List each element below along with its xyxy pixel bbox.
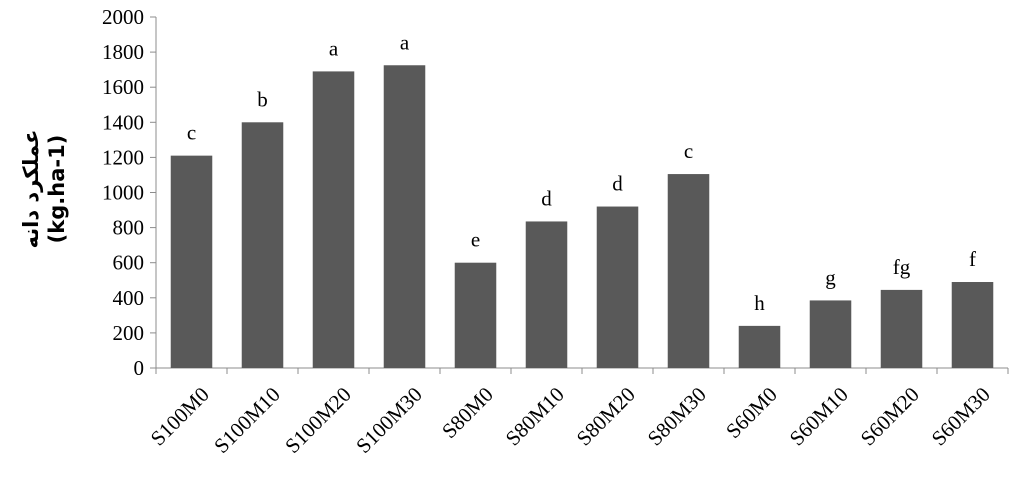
y-tick-label: 1200 bbox=[102, 145, 144, 169]
y-tick-label: 0 bbox=[134, 356, 145, 380]
significance-letter: h bbox=[754, 291, 765, 315]
bar bbox=[667, 174, 710, 368]
x-tick-label: S100M0 bbox=[146, 382, 214, 450]
axes bbox=[150, 16, 1009, 374]
bar bbox=[241, 122, 284, 368]
bar bbox=[312, 71, 355, 368]
y-tick-label: 1400 bbox=[102, 110, 144, 134]
x-tick-label: S100M30 bbox=[351, 382, 427, 458]
y-tick-label: 1800 bbox=[102, 40, 144, 64]
bars bbox=[170, 65, 994, 368]
significance-letter: d bbox=[541, 186, 552, 210]
significance-letter: e bbox=[471, 228, 480, 252]
bar bbox=[596, 206, 639, 368]
significance-letter: a bbox=[329, 36, 339, 60]
bar bbox=[880, 289, 923, 368]
y-axis-title: عملکرد دانه (kg.ha-1) bbox=[19, 130, 69, 249]
bar bbox=[951, 282, 994, 368]
x-tick-label: S60M20 bbox=[856, 382, 924, 450]
significance-letter: g bbox=[825, 265, 836, 289]
x-tick-label: S100M10 bbox=[209, 382, 285, 458]
x-tick-label: S60M0 bbox=[721, 382, 782, 443]
x-tick-label: S60M10 bbox=[785, 382, 853, 450]
significance-letter: f bbox=[969, 247, 976, 271]
bar bbox=[454, 262, 497, 368]
x-tick-label: S80M30 bbox=[643, 382, 711, 450]
bar bbox=[525, 221, 568, 368]
x-tick-label: S80M0 bbox=[437, 382, 498, 443]
y-tick-label: 1600 bbox=[102, 75, 144, 99]
y-tick-label: 400 bbox=[113, 286, 145, 310]
significance-letter: d bbox=[612, 172, 623, 196]
bar bbox=[738, 325, 781, 368]
significance-letter: fg bbox=[893, 255, 911, 279]
significance-letter: b bbox=[257, 87, 268, 111]
bar bbox=[809, 300, 852, 368]
significance-letter: c bbox=[187, 121, 196, 145]
y-tick-label: 200 bbox=[113, 321, 145, 345]
y-tick-label: 600 bbox=[113, 251, 145, 275]
significance-letter: c bbox=[684, 139, 693, 163]
x-tick-label: S60M30 bbox=[927, 382, 995, 450]
y-tick-label: 800 bbox=[113, 216, 145, 240]
y-tick-label: 2000 bbox=[102, 5, 144, 29]
significance-letters: c b a a e d d c h g fg f bbox=[187, 30, 976, 315]
y-axis-title-line1: عملکرد دانه bbox=[19, 130, 43, 249]
x-tick-label: S100M20 bbox=[280, 382, 356, 458]
x-tick-label: S80M20 bbox=[572, 382, 640, 450]
bar bbox=[383, 65, 426, 368]
y-tick-labels: 0 200 400 600 800 1000 1200 1400 1600 1800 2000 bbox=[102, 5, 144, 380]
y-tick-label: 1000 bbox=[102, 181, 144, 205]
x-tick-label: S80M10 bbox=[501, 382, 569, 450]
y-axis-title-line2: (kg.ha-1) bbox=[45, 135, 69, 244]
significance-letter: a bbox=[400, 30, 410, 54]
bar bbox=[170, 155, 213, 368]
